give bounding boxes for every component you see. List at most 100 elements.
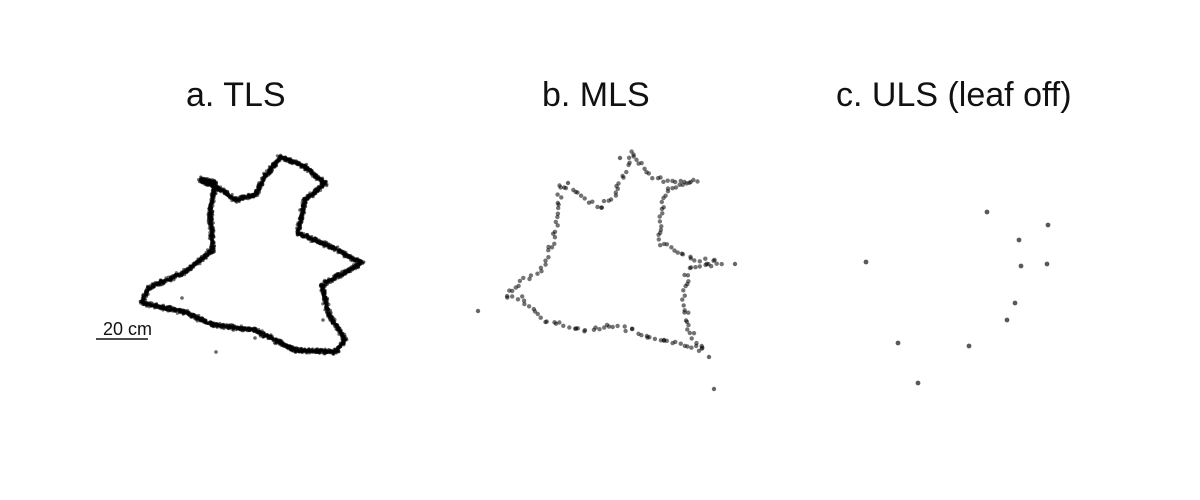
mls-point — [703, 256, 708, 261]
tls-point — [186, 312, 190, 316]
mls-point — [659, 206, 665, 212]
mls-point — [686, 322, 691, 328]
mls-point — [510, 294, 515, 299]
scale-bar-label: 20 cm — [103, 319, 152, 339]
mls-point — [677, 182, 682, 187]
tls-point — [145, 304, 149, 308]
mls-point — [624, 169, 629, 175]
mls-point — [685, 273, 691, 278]
tls-point — [293, 346, 297, 350]
mls-point — [675, 250, 680, 255]
mls-point — [521, 298, 527, 303]
tls-point — [328, 318, 332, 322]
mls-point — [520, 294, 525, 299]
mls-point — [528, 273, 534, 278]
mls-point — [656, 232, 661, 237]
tls-point — [324, 305, 328, 309]
mls-point — [515, 297, 521, 302]
mls-point — [684, 181, 689, 186]
mls-point — [694, 343, 699, 349]
mls-point — [658, 243, 663, 248]
mls-point — [665, 178, 670, 183]
mls-point — [601, 198, 607, 204]
mls-point — [692, 258, 697, 263]
mls-point — [687, 330, 692, 336]
mls-point — [687, 265, 693, 271]
mls-point — [680, 252, 686, 257]
mls-point — [629, 149, 634, 154]
tls-point — [324, 310, 329, 314]
mls-point — [683, 283, 688, 289]
mls-point — [696, 348, 702, 353]
mls-point — [613, 190, 618, 195]
mls-point — [563, 185, 569, 191]
tls-point — [336, 348, 340, 352]
mls-point — [657, 219, 663, 224]
tls-point — [336, 251, 340, 255]
mls-point — [521, 275, 526, 281]
tls-point — [311, 191, 315, 195]
tls-point — [349, 269, 353, 274]
mls-point — [626, 155, 632, 160]
mls-point — [555, 211, 561, 216]
tls-point — [203, 320, 207, 324]
mls-point — [703, 262, 708, 268]
mls-point — [555, 192, 560, 197]
tls-point — [242, 327, 246, 332]
tls-point — [298, 208, 302, 212]
mls-point — [552, 241, 557, 246]
mls-point — [510, 288, 515, 294]
mls-point — [616, 181, 621, 186]
tls-point — [253, 336, 257, 340]
mls-point — [591, 327, 597, 332]
tls-point — [230, 192, 234, 197]
mls-point — [517, 278, 523, 284]
mls-point — [669, 245, 674, 250]
mls-point — [552, 229, 558, 234]
mls-point — [639, 160, 644, 166]
mls-point — [543, 319, 548, 325]
mls-point — [505, 295, 510, 300]
mls-point — [622, 324, 627, 329]
mls-point — [559, 195, 564, 200]
mls-point — [531, 306, 536, 312]
mls-point — [706, 354, 712, 360]
mls-point — [516, 283, 521, 289]
mls-point — [538, 315, 543, 320]
uls-point — [1016, 237, 1022, 243]
mls-point — [664, 242, 670, 247]
tls-point — [348, 253, 353, 258]
uls-point — [1018, 263, 1024, 269]
tls-point — [342, 340, 346, 345]
tls-point — [322, 283, 327, 287]
mls-point — [553, 219, 558, 225]
mls-point — [608, 197, 614, 202]
mls-point — [575, 190, 580, 195]
mls-point — [711, 386, 717, 392]
mls-point — [565, 180, 571, 186]
tls-point — [296, 349, 300, 354]
tls-point — [352, 263, 356, 267]
mls-point — [670, 186, 675, 191]
mls-point — [615, 323, 620, 329]
mls-point — [552, 320, 557, 325]
mls-point — [682, 343, 688, 349]
tls-point — [321, 302, 325, 306]
panel-title-mls: b. MLS — [542, 76, 650, 114]
mls-point — [686, 310, 691, 315]
uls-point — [895, 340, 901, 346]
mls-point — [650, 176, 655, 181]
tls-point — [317, 351, 321, 355]
tls-point — [192, 313, 196, 317]
mls-point — [623, 328, 628, 334]
tls-point — [180, 296, 184, 300]
mls-point — [661, 337, 667, 343]
uls-point — [1044, 261, 1050, 267]
tls-point — [195, 319, 199, 323]
tls-point — [349, 266, 353, 271]
mls-point — [689, 336, 694, 341]
mls-point — [538, 265, 544, 270]
mls-point — [599, 205, 604, 210]
mls-point — [688, 179, 693, 185]
